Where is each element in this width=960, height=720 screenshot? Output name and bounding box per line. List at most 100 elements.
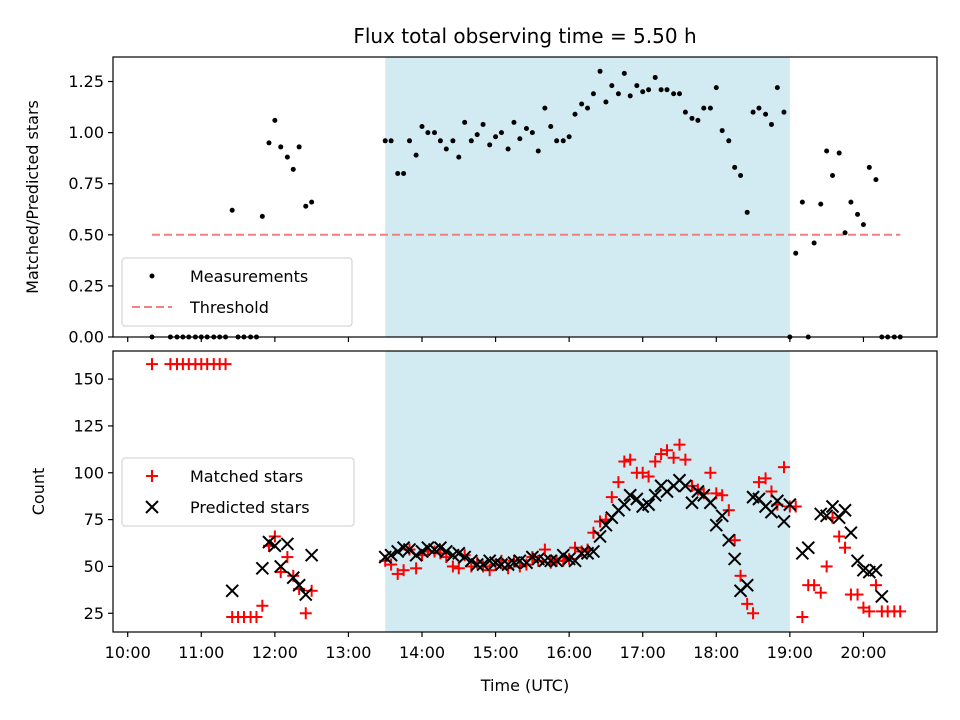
measurement-point <box>468 138 474 144</box>
matched-star-point <box>747 607 760 620</box>
predicted-star-point <box>764 505 779 519</box>
measurement-point <box>480 121 486 127</box>
measurement-point <box>388 138 394 144</box>
matched-star-point <box>839 541 852 554</box>
predicted-star-point <box>476 557 490 572</box>
x-tick-label: 15:00 <box>473 643 519 662</box>
measurement-point <box>781 109 787 115</box>
measurement-point <box>474 132 480 138</box>
predicted-star-point <box>740 578 754 592</box>
count-panel: 25 50 75 100 125 150 10:00 11:00 12:00 13:00 14:0… <box>29 350 938 695</box>
predicted-star-point <box>709 518 723 532</box>
predicted-star-point <box>280 537 295 551</box>
ratio-y-axis-label: Matched/Predicted stars <box>23 100 42 294</box>
measurement-point <box>554 138 560 144</box>
matched-star-point <box>642 470 655 483</box>
measurement-point <box>272 117 278 123</box>
predicted-star-point <box>617 497 632 512</box>
predicted-star-point <box>470 557 484 572</box>
measurement-point <box>627 93 633 99</box>
predicted-star-point <box>574 546 589 561</box>
matched-star-point <box>679 453 692 466</box>
predicted-star-point <box>623 488 637 502</box>
matched-star-point <box>219 358 232 371</box>
measurement-point <box>664 87 670 93</box>
matched-star-point <box>820 560 833 573</box>
predicted-star-point <box>844 526 858 540</box>
measurement-point <box>836 150 842 156</box>
predicted-star-point <box>838 503 852 517</box>
matched-star-point <box>833 530 846 543</box>
measurement-point <box>401 170 407 176</box>
measurement-point <box>701 105 707 111</box>
measurement-point <box>763 111 769 117</box>
measurement-point <box>303 203 309 209</box>
measurement-point <box>713 85 719 91</box>
measurement-point <box>462 119 468 125</box>
matched-star-point <box>660 444 673 457</box>
measurement-point <box>855 211 861 217</box>
measurement-point <box>738 173 744 179</box>
predicted-star-point <box>715 509 729 523</box>
x-tick-label: 12:00 <box>252 643 298 662</box>
measurement-point <box>548 123 554 129</box>
x-tick-label: 14:00 <box>399 643 445 662</box>
predicted-star-point <box>457 550 472 564</box>
measurement-point <box>419 123 425 129</box>
predicted-star-point <box>268 539 282 553</box>
ratio-legend-box <box>121 257 353 327</box>
measurement-point <box>395 170 401 176</box>
measurement-point <box>523 126 529 132</box>
predicted-star-point <box>832 511 846 525</box>
measurement-point <box>793 250 799 256</box>
x-axis-label: Time (UTC) <box>480 676 569 695</box>
legend-matched-marker <box>146 470 158 482</box>
measurement-point <box>652 74 658 80</box>
matched-star-point <box>618 455 631 468</box>
measurement-point <box>382 138 388 144</box>
ratio-y-ticks: 0.00 0.25 0.50 0.75 1.00 1.25 <box>68 72 113 347</box>
matched-star-point <box>649 455 662 468</box>
matched-star-point <box>145 358 158 371</box>
x-tick-label: 20:00 <box>840 643 886 662</box>
measurement-point <box>585 105 591 111</box>
legend-matched-symbol <box>146 470 158 482</box>
chart-title: Flux total observing time = 5.50 h <box>353 24 696 48</box>
count-y-ticks: 25 50 75 100 125 150 <box>73 370 113 623</box>
matched-star-point <box>250 611 263 624</box>
y-tick-label: 0.00 <box>68 328 104 347</box>
measurement-point <box>671 91 677 97</box>
predicted-star-point <box>225 584 239 598</box>
measurement-point <box>646 87 652 93</box>
predicted-star-point <box>850 554 865 568</box>
legend-measurements-label: Measurements <box>190 267 308 286</box>
legend-matched-label: Matched stars <box>190 467 303 486</box>
matched-star-point <box>869 579 882 592</box>
predicted-stars-layer <box>225 473 889 604</box>
y-tick-label: 25 <box>84 604 104 623</box>
matched-star-point <box>624 453 637 466</box>
predicted-star-point <box>641 497 656 512</box>
predicted-star-point <box>415 544 429 559</box>
matched-star-point <box>777 461 790 474</box>
measurement-point <box>682 109 688 115</box>
measurement-point <box>719 128 725 134</box>
legend-predicted-label: Predicted stars <box>190 498 310 517</box>
matched-star-point <box>704 466 717 479</box>
predicted-star-point <box>262 535 276 549</box>
measurement-point <box>615 91 621 97</box>
measurement-point <box>640 89 646 95</box>
predicted-star-point <box>875 589 889 604</box>
measurement-point <box>432 130 438 136</box>
measurement-point <box>873 177 879 183</box>
matched-star-point <box>673 438 686 451</box>
measurement-point <box>866 164 872 170</box>
measurement-point <box>529 130 535 136</box>
matched-star-point <box>728 534 741 547</box>
matched-star-point <box>851 588 864 601</box>
predicted-star-point <box>452 546 466 561</box>
legend-predicted-marker <box>145 500 159 514</box>
matched-star-point <box>397 564 410 577</box>
y-tick-label: 0.75 <box>68 174 104 193</box>
predicted-star-point <box>274 559 288 574</box>
